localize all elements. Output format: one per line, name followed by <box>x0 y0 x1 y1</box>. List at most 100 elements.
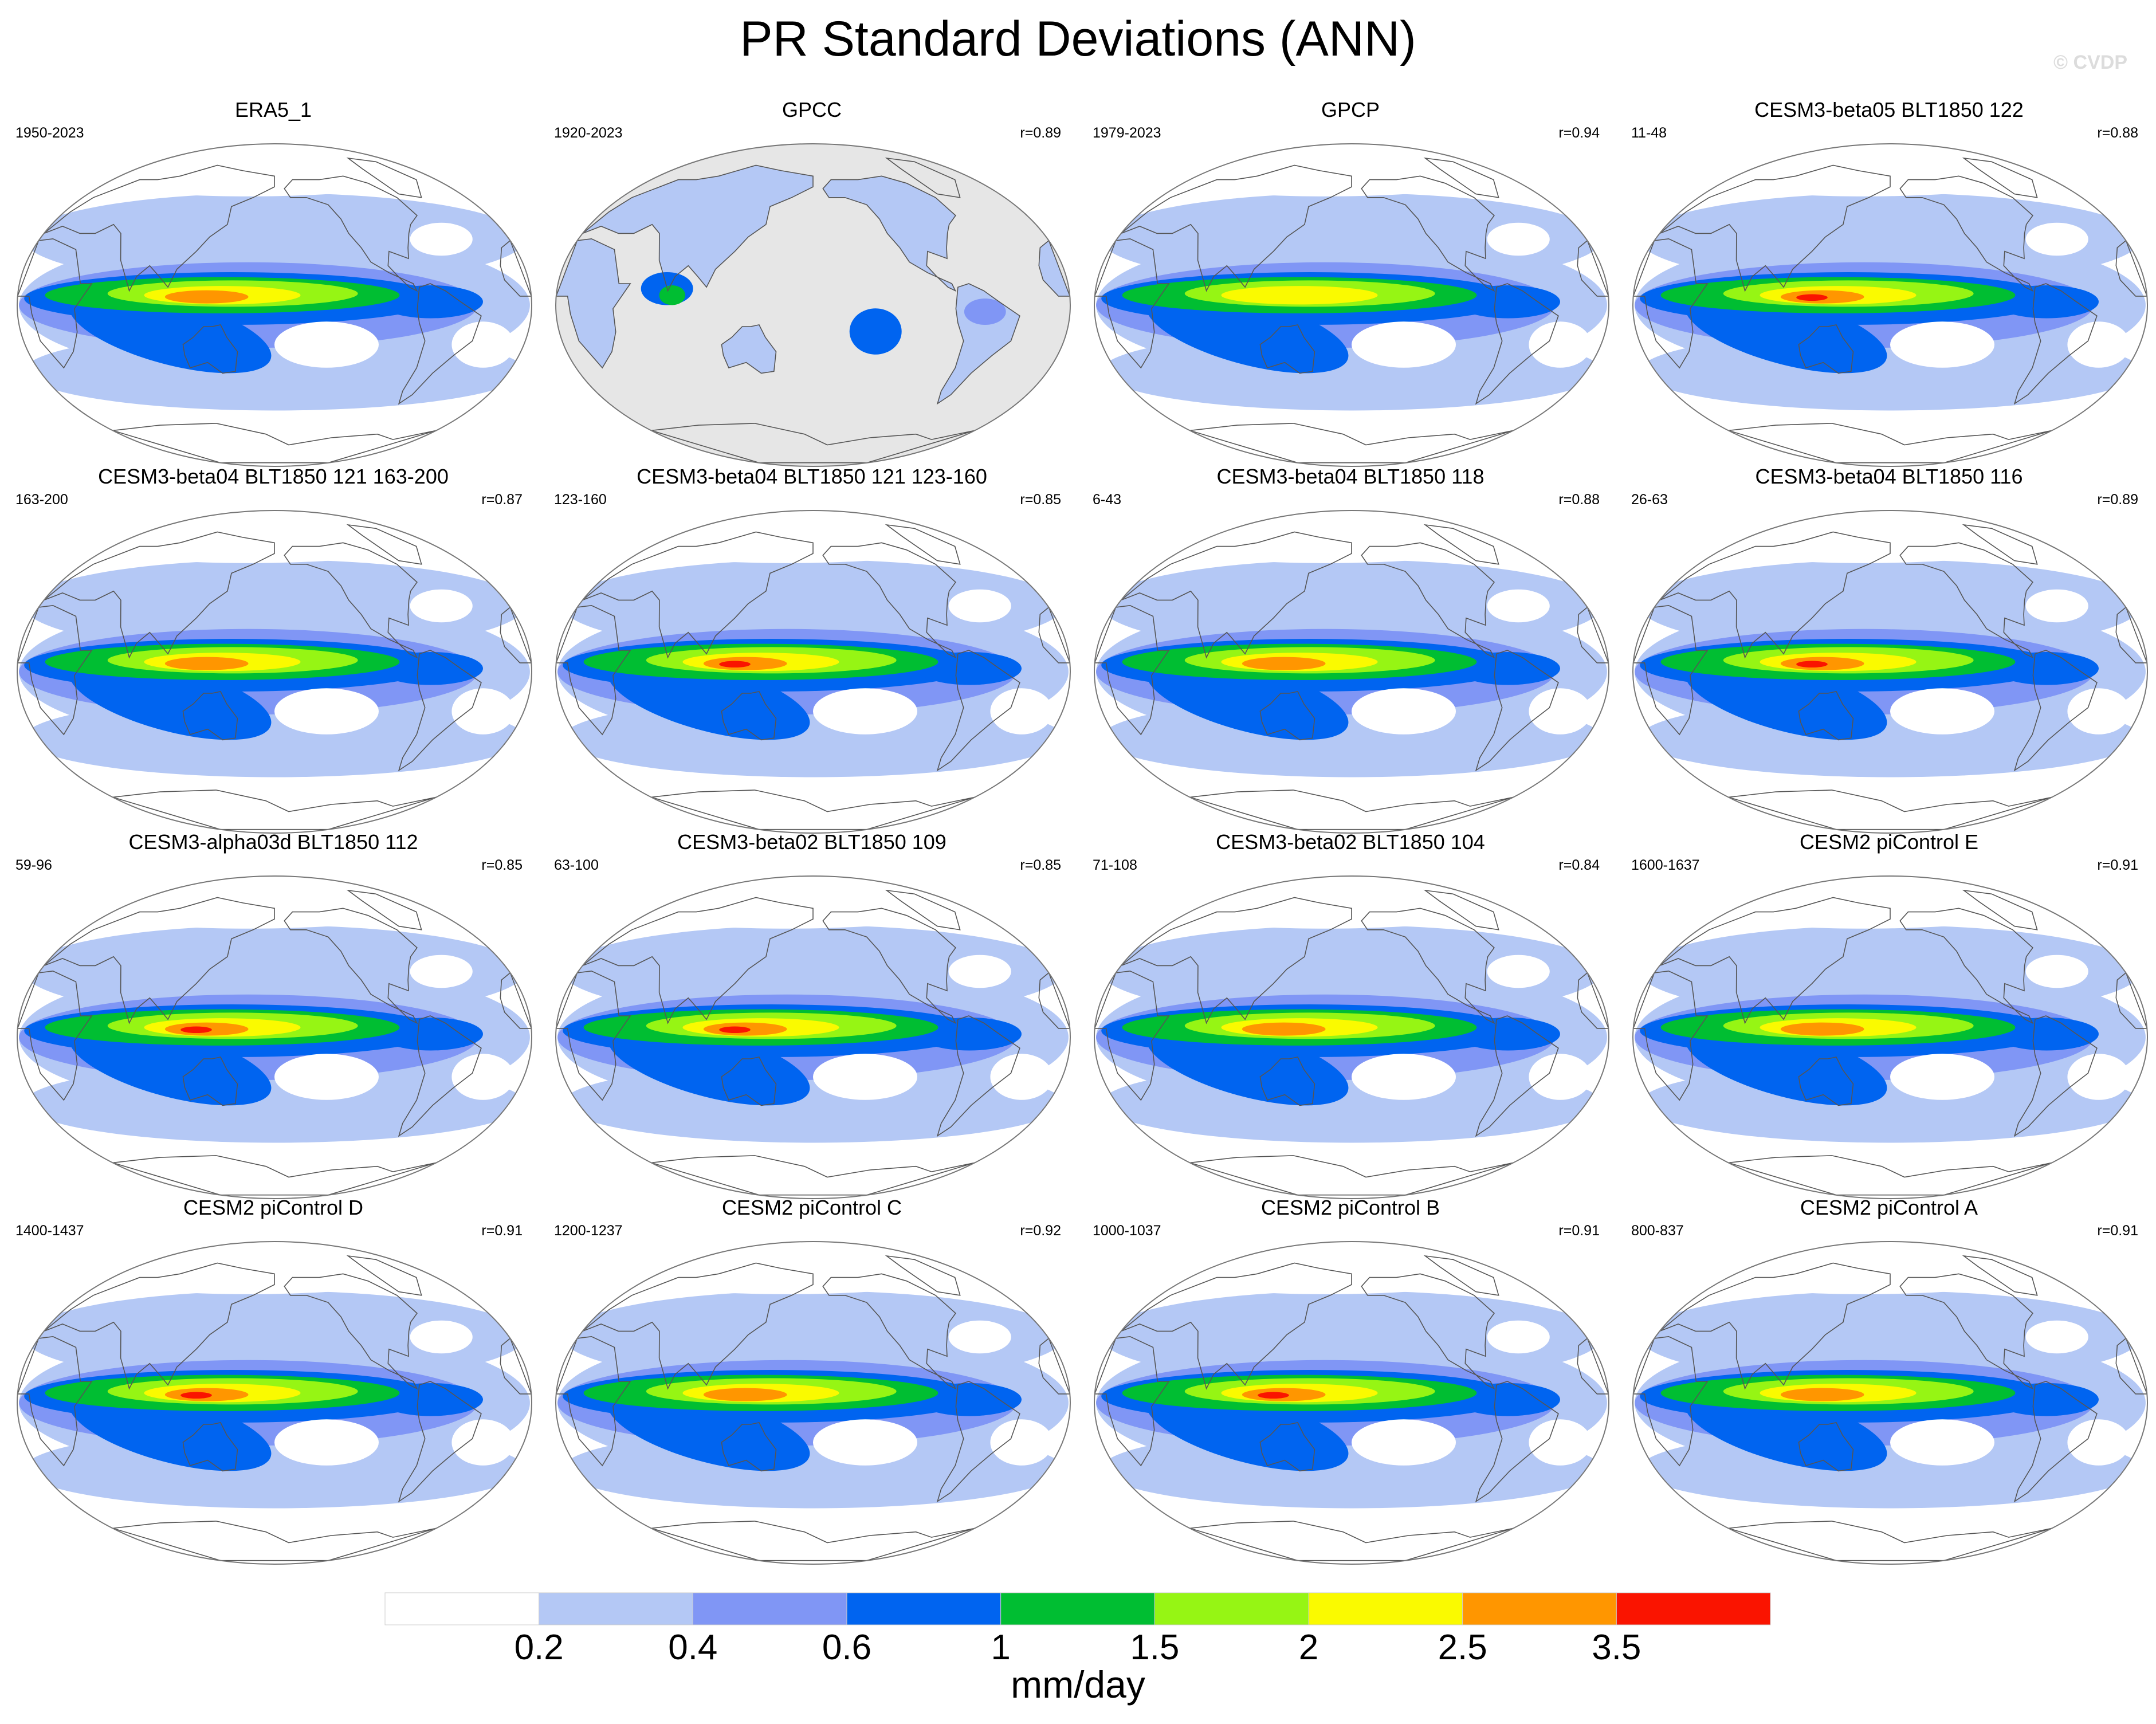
precip-contour-band <box>1146 656 1349 740</box>
coastline <box>1121 1262 1352 1390</box>
coastline <box>182 690 238 741</box>
low-variance-patch <box>66 777 483 817</box>
coastline <box>1094 1336 1170 1467</box>
coastline <box>182 1421 238 1472</box>
precip-contour-band <box>69 656 272 740</box>
panel-correlation: r=0.89 <box>1020 125 1061 141</box>
panel-title: ERA5_1 <box>234 98 312 121</box>
map-panel: GPCC 1920-2023 r=0.89 <box>545 97 1078 470</box>
low-variance-patch <box>948 589 1011 623</box>
coastline <box>17 970 93 1101</box>
coastline <box>651 790 975 830</box>
coastline <box>398 1381 482 1503</box>
low-variance-patch <box>2025 955 2088 988</box>
panel-period: 163-200 <box>15 492 68 508</box>
coastline <box>1899 1273 2034 1390</box>
low-variance-patch <box>2067 1419 2130 1466</box>
low-variance-patch <box>410 222 473 256</box>
low-variance-patch <box>1169 530 1482 563</box>
panel-period: 26-63 <box>1631 492 1668 508</box>
gpcc-land-field <box>1039 240 1070 296</box>
coastline <box>1423 157 1499 198</box>
precip-contour-band <box>1994 285 2099 319</box>
robinson-map <box>555 143 1071 467</box>
robinson-map <box>1632 875 2148 1199</box>
colorbar-swatch <box>1462 1592 1617 1625</box>
coastline <box>1189 790 1514 830</box>
coastline <box>582 897 814 1024</box>
low-variance-patch <box>1352 688 1456 735</box>
panel-correlation: r=0.89 <box>2097 492 2138 508</box>
robinson-map <box>17 510 532 834</box>
coastline <box>112 1521 437 1561</box>
panel-title: CESM2 piControl D <box>183 1196 364 1219</box>
low-variance-patch <box>604 1508 1022 1548</box>
panel-title: CESM3-beta04 BLT1850 116 <box>1755 465 2023 488</box>
low-variance-patch <box>451 1419 515 1466</box>
map-panel: CESM2 piControl C 1200-1237 r=0.92 <box>545 1195 1078 1568</box>
precip-contour-band <box>1994 1383 2099 1416</box>
coastline <box>651 1521 975 1561</box>
colorbar-tick-label: 1.5 <box>1130 1628 1179 1662</box>
coastline <box>284 908 418 1024</box>
colorbar-swatch <box>1308 1592 1463 1625</box>
coastline <box>346 524 422 565</box>
low-variance-patch <box>274 688 379 735</box>
figure-title: PR Standard Deviations (ANN) <box>740 11 1416 66</box>
map-panel: CESM2 piControl E 1600-1637 r=0.91 <box>1623 830 2155 1202</box>
gpcc-hotspot <box>659 285 686 305</box>
coastline <box>284 1273 418 1390</box>
precip-contour-band <box>1456 652 1560 685</box>
low-variance-patch <box>1682 1142 2099 1183</box>
coastline <box>936 1015 1020 1137</box>
coastline <box>1475 283 1559 405</box>
low-variance-patch <box>1143 1142 1560 1183</box>
coastline <box>1962 889 2038 930</box>
precip-contour-band <box>1146 289 1349 374</box>
coastline <box>721 1421 777 1472</box>
panel-period: 1979-2023 <box>1093 125 1161 141</box>
coastline <box>1659 164 1891 292</box>
panel-correlation: r=0.85 <box>1020 492 1061 508</box>
panel-period: 1600-1637 <box>1631 857 1700 873</box>
gpcc-land-field <box>556 238 631 368</box>
precip-contour-band <box>1796 294 1828 301</box>
colorbar-tick-label: 1 <box>991 1628 1010 1662</box>
coastline <box>2013 650 2098 772</box>
low-variance-patch <box>1682 1508 2099 1548</box>
low-variance-patch <box>66 1508 483 1548</box>
map-panel: CESM3-beta02 BLT1850 104 71-108 r=0.84 <box>1084 830 1617 1202</box>
coastline <box>1798 1056 1854 1106</box>
precip-contour-band <box>379 285 483 319</box>
low-variance-patch <box>1143 410 1560 450</box>
colorbar-tick-label: 2.5 <box>1438 1628 1487 1662</box>
coastline <box>1962 1255 2038 1296</box>
map-frame <box>1094 143 1609 467</box>
low-variance-patch <box>410 589 473 623</box>
panel-correlation: r=0.88 <box>2097 125 2138 141</box>
coastline <box>1899 542 2034 659</box>
low-variance-patch <box>1169 1261 1482 1294</box>
low-variance-patch <box>1890 1419 1994 1466</box>
coastline <box>1259 324 1315 374</box>
coastline <box>721 324 777 374</box>
low-variance-patch <box>92 530 405 563</box>
precip-contour-band <box>917 1018 1022 1051</box>
panel-period: 800-837 <box>1631 1223 1684 1239</box>
map-frame <box>1094 510 1609 834</box>
precip-contour-band <box>1684 1387 1887 1471</box>
coastline <box>17 1336 93 1467</box>
panel-correlation: r=0.85 <box>481 857 523 873</box>
coastline <box>885 157 961 198</box>
precip-contour-band <box>1258 1392 1289 1399</box>
map-panel: CESM3-alpha03d BLT1850 112 59-96 r=0.85 <box>7 830 540 1202</box>
panel-correlation: r=0.91 <box>2097 857 2138 873</box>
coastline <box>721 1056 777 1106</box>
coastline <box>182 324 238 374</box>
colorbar-tick-label: 0.4 <box>668 1628 717 1662</box>
precip-contour-band <box>1780 1022 1864 1036</box>
colorbar-tick-label: 0.2 <box>515 1628 564 1662</box>
robinson-map <box>1632 143 2148 467</box>
precip-contour-band <box>164 657 249 670</box>
map-frame <box>1094 875 1609 1199</box>
